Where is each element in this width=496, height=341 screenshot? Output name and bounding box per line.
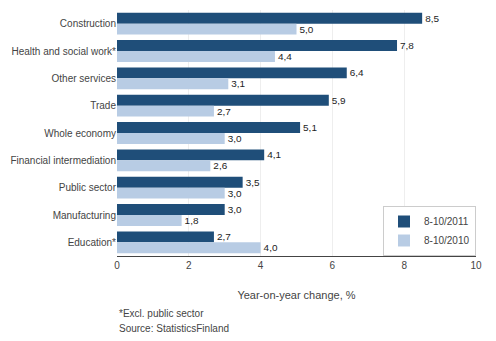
svg-text:Other services: Other services (52, 73, 116, 84)
svg-text:4: 4 (258, 260, 264, 271)
svg-text:5,1: 5,1 (303, 122, 317, 133)
svg-text:7,8: 7,8 (400, 40, 414, 51)
svg-text:8-10/2010: 8-10/2010 (424, 235, 469, 246)
svg-text:Source: StatisticsFinland: Source: StatisticsFinland (119, 323, 229, 334)
svg-text:3,0: 3,0 (228, 204, 242, 215)
svg-text:Financial intermediation: Financial intermediation (10, 155, 116, 166)
svg-text:10: 10 (470, 260, 482, 271)
svg-text:2,7: 2,7 (217, 106, 231, 117)
svg-text:8,5: 8,5 (425, 13, 439, 24)
svg-text:Manufacturing: Manufacturing (53, 210, 116, 221)
svg-text:4,4: 4,4 (278, 51, 292, 62)
svg-text:2,7: 2,7 (217, 231, 231, 242)
svg-text:Public sector: Public sector (59, 182, 117, 193)
svg-text:Whole economy: Whole economy (44, 128, 116, 139)
svg-text:4,0: 4,0 (264, 242, 278, 253)
svg-text:6: 6 (330, 260, 336, 271)
svg-text:*Excl. public sector: *Excl. public sector (119, 308, 204, 319)
svg-text:5,9: 5,9 (332, 95, 346, 106)
svg-text:3,1: 3,1 (231, 78, 245, 89)
svg-text:Construction: Construction (60, 18, 116, 29)
svg-text:Education*: Education* (68, 237, 116, 248)
svg-text:6,4: 6,4 (350, 67, 364, 78)
svg-text:8: 8 (401, 260, 407, 271)
svg-text:3,0: 3,0 (228, 188, 242, 199)
svg-text:Health and social work*: Health and social work* (12, 46, 117, 57)
svg-text:5,0: 5,0 (299, 24, 313, 35)
svg-text:2: 2 (186, 260, 192, 271)
svg-text:Year-on-year change, %: Year-on-year change, % (237, 289, 355, 301)
svg-text:0: 0 (114, 260, 120, 271)
svg-text:3,5: 3,5 (246, 177, 260, 188)
svg-text:4,1: 4,1 (267, 149, 281, 160)
svg-text:1,8: 1,8 (185, 215, 199, 226)
svg-text:8-10/2011: 8-10/2011 (424, 216, 469, 227)
svg-text:2,6: 2,6 (213, 160, 227, 171)
svg-text:3,0: 3,0 (228, 133, 242, 144)
svg-text:Trade: Trade (90, 100, 116, 111)
